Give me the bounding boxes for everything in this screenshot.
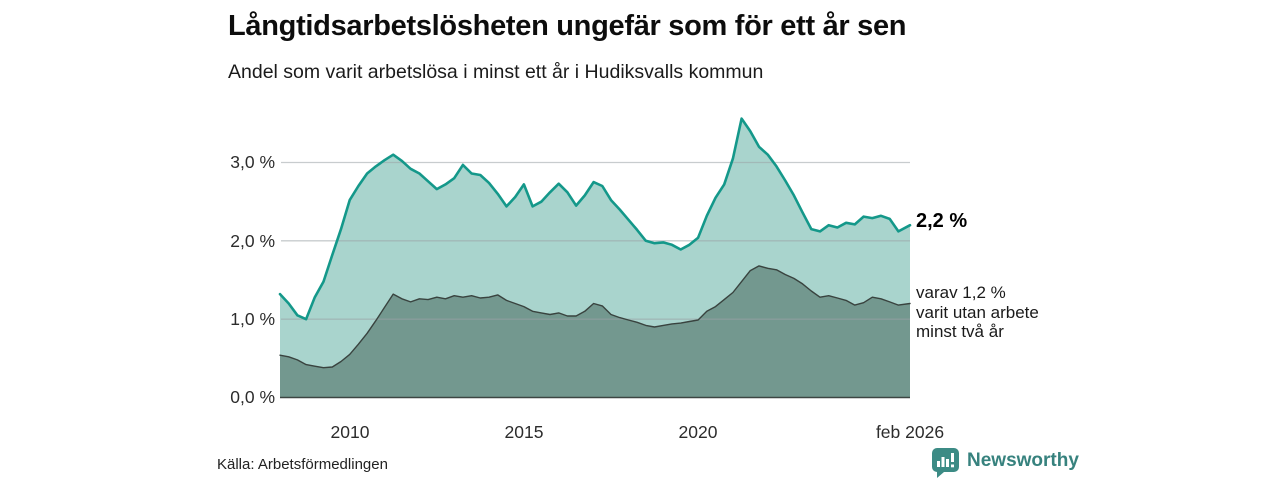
x-tick-2020: 2020	[678, 422, 718, 442]
annotation-line-2: varit utan arbete	[916, 302, 1039, 322]
annotation-line-1: varav 1,2 %	[916, 283, 1006, 302]
annotation-line-3: minst två år	[916, 322, 1004, 341]
newsworthy-wordmark: Newsworthy	[967, 450, 1079, 471]
chart-title: Långtidsarbetslösheten ungefär som för e…	[228, 10, 907, 42]
chart-subtitle: Andel som varit arbetslösa i minst ett å…	[228, 61, 764, 83]
y-tick-3: 3,0 %	[230, 152, 275, 172]
x-tick-feb-2026: feb 2026	[875, 422, 945, 442]
latest-value-two-years-annotation: varav 1,2 % varit utan arbete minst två …	[916, 283, 1039, 342]
horizontal-gridlines	[281, 161, 910, 320]
x-tick-2015: 2015	[504, 422, 544, 442]
newsworthy-logo: Newsworthy	[932, 448, 1079, 478]
y-tick-1: 1,0 %	[230, 309, 275, 329]
y-tick-0: 0,0 %	[230, 387, 275, 407]
y-tick-2: 2,0 %	[230, 231, 275, 251]
area-fill-unemployed-two-years	[280, 265, 910, 398]
series-line-total	[278, 117, 912, 321]
latest-value-total-label: 2,2 %	[916, 210, 968, 232]
x-tick-2010: 2010	[330, 422, 370, 442]
series-line-two-years	[279, 265, 911, 369]
source-note: Källa: Arbetsförmedlingen	[217, 456, 388, 473]
newsworthy-bar-chart-bubble-icon	[932, 448, 959, 478]
